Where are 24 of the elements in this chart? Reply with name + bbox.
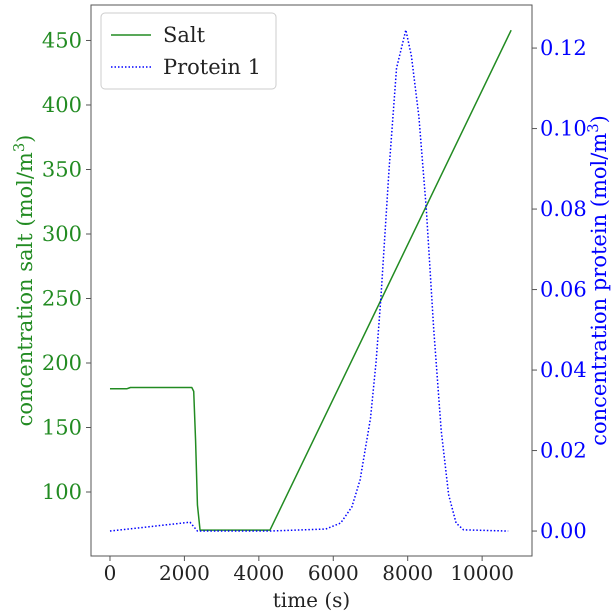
y-tick-label: 250: [42, 286, 82, 310]
y2-tick-label: 0.12: [540, 36, 587, 60]
y-tick-label: 300: [42, 222, 82, 246]
y-tick-label: 450: [42, 28, 82, 52]
y2-tick-label: 0.00: [540, 519, 587, 544]
x-tick-label: 6000: [308, 561, 359, 585]
y2-tick-label: 0.04: [540, 358, 587, 382]
y2-tick-label: 0.02: [540, 438, 587, 463]
x-tick-label: 0: [104, 561, 116, 585]
y2-tick-label: 0.08: [540, 197, 587, 222]
y2-tick-label: 0.10: [540, 116, 587, 141]
x-tick-label: 10000: [450, 561, 514, 585]
y2-tick-label: 0.06: [540, 278, 587, 302]
x-tick-label: 2000: [158, 561, 210, 585]
y-tick-label: 350: [42, 157, 82, 182]
y-tick-label: 150: [42, 416, 82, 440]
y-tick-label: 200: [42, 351, 82, 375]
x-tick-label: 8000: [382, 561, 434, 585]
x-tick-label: 4000: [233, 561, 284, 585]
legend-label: Protein 1: [163, 55, 261, 79]
x-axis-title: time (s): [272, 588, 350, 612]
y-tick-label: 400: [42, 92, 82, 117]
legend-label: Salt: [163, 23, 206, 47]
y-tick-label: 100: [42, 480, 82, 504]
